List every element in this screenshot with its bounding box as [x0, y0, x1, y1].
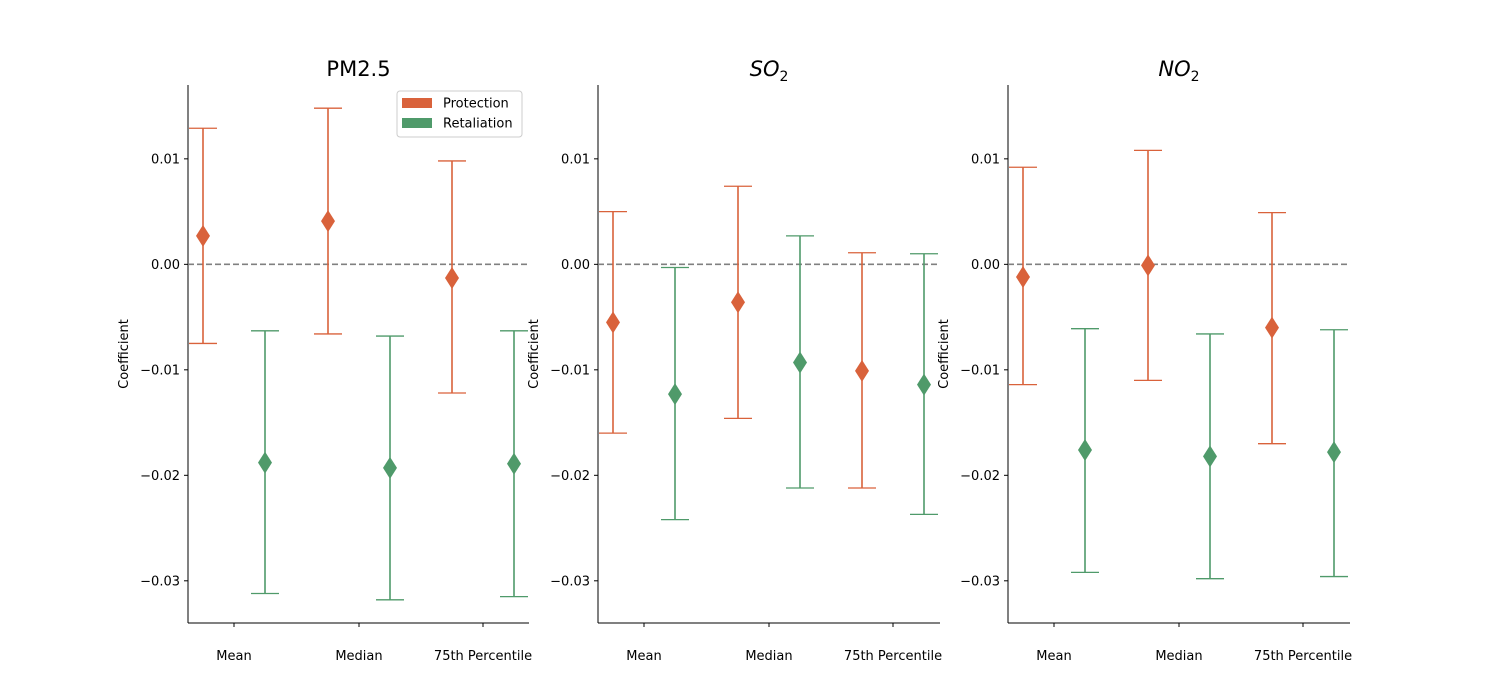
errorbar-retaliation	[1320, 329, 1348, 578]
y-tick-label: −0.03	[960, 574, 1000, 589]
y-tick-label: −0.01	[960, 363, 1000, 378]
estimate-diamond	[793, 351, 807, 374]
legend-label-protection: Protection	[443, 97, 509, 112]
y-axis-label: Coefficient	[117, 319, 132, 389]
x-tick-label: Median	[335, 649, 382, 664]
estimate-diamond	[1327, 441, 1341, 464]
y-tick-label: −0.02	[550, 469, 590, 484]
y-tick-label: −0.03	[550, 574, 590, 589]
y-tick-label: 0.01	[151, 152, 180, 167]
errorbar-protection	[724, 185, 752, 419]
estimate-diamond	[731, 291, 745, 314]
legend-label-retaliation: Retaliation	[443, 117, 513, 132]
errorbar-protection	[599, 210, 627, 434]
y-tick-label: 0.01	[561, 152, 590, 167]
panel-title: SO2	[750, 57, 789, 85]
panel-title: PM2.5	[326, 57, 390, 81]
errorbar-retaliation	[1071, 328, 1099, 574]
x-tick-label: 75th Percentile	[844, 649, 942, 664]
estimate-diamond	[196, 224, 210, 247]
y-tick-label: −0.01	[550, 363, 590, 378]
x-tick-label: Mean	[1036, 649, 1071, 664]
estimate-diamond	[1265, 316, 1279, 339]
y-tick-label: 0.00	[561, 258, 590, 273]
panel-title: NO2	[1158, 57, 1199, 85]
estimate-diamond	[855, 359, 869, 382]
y-tick-label: −0.03	[140, 574, 180, 589]
y-tick-label: −0.02	[140, 469, 180, 484]
legend-swatch-retaliation	[402, 118, 432, 128]
x-tick-label: 75th Percentile	[1254, 649, 1352, 664]
y-tick-label: 0.01	[971, 152, 1000, 167]
panel-1: PM2.5 −0.03 −0.02 −0.01 0.00 0.01 Coefficient M…	[117, 57, 532, 664]
x-tick-label: Mean	[626, 649, 661, 664]
estimate-diamond	[1016, 265, 1030, 288]
panel-2: SO2 −0.03 −0.02 −0.01 0.00 0.01 Coefficient Mea…	[527, 57, 942, 664]
errorbar-retaliation	[376, 335, 404, 601]
y-axis-label: Coefficient	[937, 319, 952, 389]
title-subscript: 2	[1191, 69, 1200, 85]
errorbar-retaliation	[1196, 333, 1224, 580]
estimate-diamond	[321, 210, 335, 233]
errorbar-retaliation	[910, 253, 938, 515]
estimate-diamond	[917, 373, 931, 396]
estimate-diamond	[507, 452, 521, 475]
estimate-diamond	[1203, 445, 1217, 468]
estimate-diamond	[668, 383, 682, 406]
legend: Protection Retaliation	[396, 90, 523, 138]
errorbar-protection	[189, 127, 217, 345]
estimate-diamond	[1141, 254, 1155, 277]
estimate-diamond	[1078, 438, 1092, 461]
estimate-diamond	[445, 267, 459, 290]
estimate-diamond	[606, 311, 620, 334]
errorbar-retaliation	[786, 235, 814, 489]
title-part: SO	[750, 57, 780, 81]
errorbar-protection	[314, 107, 342, 335]
panel-3: NO2 −0.03 −0.02 −0.01 0.00 0.01 Coefficient Mea…	[937, 57, 1352, 664]
errorbar-protection	[1258, 211, 1286, 445]
y-tick-label: 0.00	[151, 258, 180, 273]
errorbar-protection	[848, 252, 876, 489]
y-tick-label: −0.02	[960, 469, 1000, 484]
legend-swatch-protection	[402, 98, 432, 108]
y-tick-label: 0.00	[971, 258, 1000, 273]
y-axis-label: Coefficient	[527, 319, 542, 389]
title-part: PM2.5	[326, 57, 390, 81]
errorbar-protection	[438, 160, 466, 394]
errorbar-protection	[1134, 149, 1162, 382]
x-tick-label: 75th Percentile	[434, 649, 532, 664]
estimate-diamond	[258, 451, 272, 474]
estimate-diamond	[383, 456, 397, 479]
title-part: NO	[1158, 57, 1190, 81]
errorbar-retaliation	[500, 330, 528, 598]
errorbar-retaliation	[251, 330, 279, 595]
title-subscript: 2	[779, 69, 788, 85]
y-tick-label: −0.01	[140, 363, 180, 378]
x-tick-label: Median	[745, 649, 792, 664]
x-tick-label: Median	[1155, 649, 1202, 664]
errorbar-retaliation	[661, 266, 689, 521]
errorbar-protection	[1009, 166, 1037, 386]
x-tick-label: Mean	[216, 649, 251, 664]
